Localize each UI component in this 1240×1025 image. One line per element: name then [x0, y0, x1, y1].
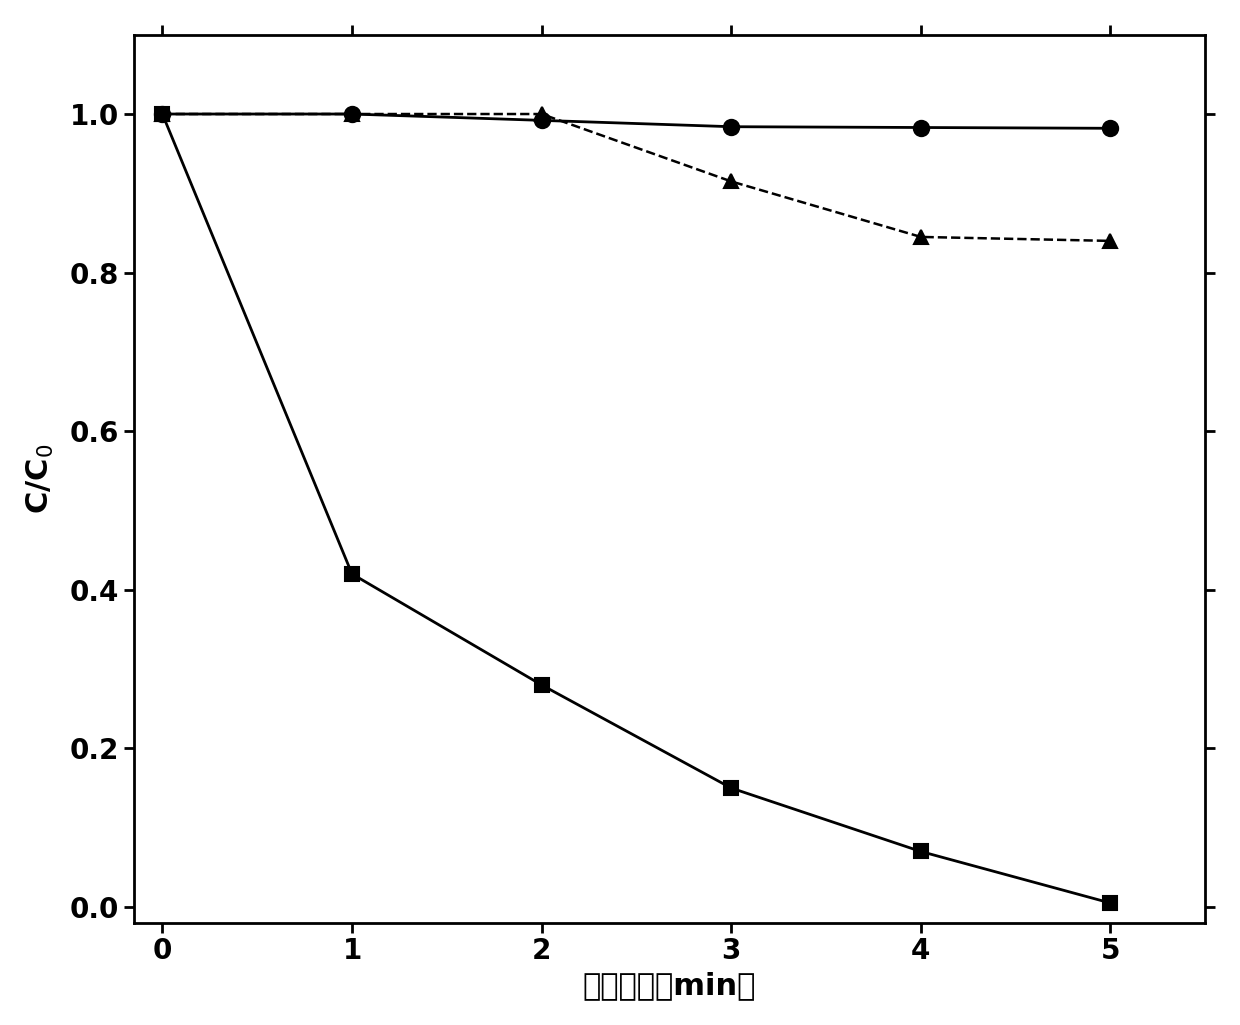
X-axis label: 反应时间（min）: 反应时间（min）: [583, 971, 756, 1000]
Y-axis label: C/C$_0$: C/C$_0$: [25, 444, 56, 514]
